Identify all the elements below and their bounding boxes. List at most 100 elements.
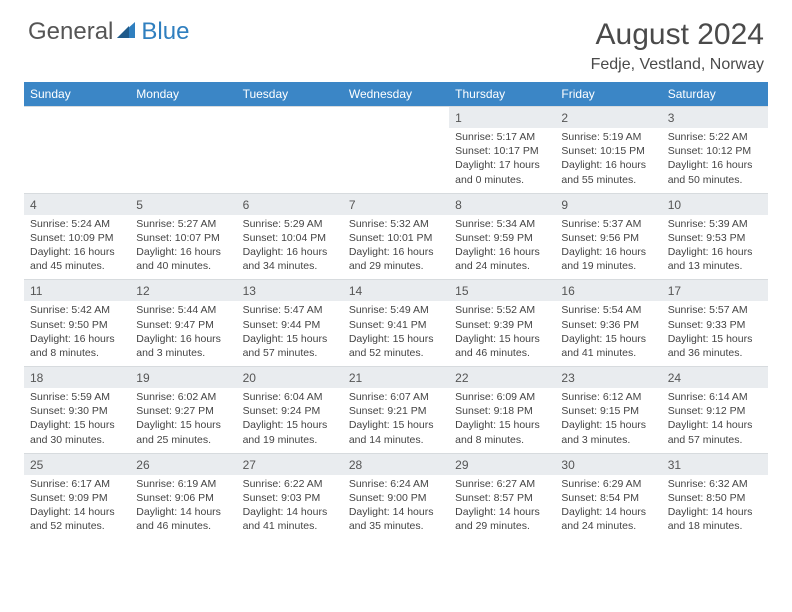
sunset: Sunset: 9:15 PM bbox=[561, 404, 655, 418]
day-content: Sunrise: 6:32 AMSunset: 8:50 PMDaylight:… bbox=[662, 475, 768, 540]
daylight-line1: Daylight: 16 hours bbox=[349, 245, 443, 259]
daylight-line2: and 55 minutes. bbox=[561, 173, 655, 187]
daylight-line1: Daylight: 14 hours bbox=[668, 505, 762, 519]
sunrise: Sunrise: 6:27 AM bbox=[455, 477, 549, 491]
sunset: Sunset: 9:36 PM bbox=[561, 318, 655, 332]
sunrise: Sunrise: 5:32 AM bbox=[349, 217, 443, 231]
sunset: Sunset: 10:07 PM bbox=[136, 231, 230, 245]
day-number: 12 bbox=[130, 279, 236, 301]
day-number-row: 25262728293031 bbox=[24, 453, 768, 475]
sunset: Sunset: 9:47 PM bbox=[136, 318, 230, 332]
month-year: August 2024 bbox=[591, 18, 764, 52]
day-number: 9 bbox=[555, 193, 661, 215]
daylight-line1: Daylight: 16 hours bbox=[243, 245, 337, 259]
sunset: Sunset: 8:50 PM bbox=[668, 491, 762, 505]
logo-text-blue: Blue bbox=[141, 18, 189, 46]
sunset: Sunset: 9:53 PM bbox=[668, 231, 762, 245]
sunset: Sunset: 9:21 PM bbox=[349, 404, 443, 418]
day-content bbox=[130, 128, 236, 193]
day-number: 15 bbox=[449, 279, 555, 301]
day-content: Sunrise: 5:57 AMSunset: 9:33 PMDaylight:… bbox=[662, 301, 768, 366]
daylight-line2: and 0 minutes. bbox=[455, 173, 549, 187]
sunset: Sunset: 10:04 PM bbox=[243, 231, 337, 245]
sunrise: Sunrise: 6:29 AM bbox=[561, 477, 655, 491]
day-content: Sunrise: 5:19 AMSunset: 10:15 PMDaylight… bbox=[555, 128, 661, 193]
daylight-line2: and 29 minutes. bbox=[455, 519, 549, 533]
sunrise: Sunrise: 5:19 AM bbox=[561, 130, 655, 144]
weekday-header: Monday bbox=[130, 82, 236, 106]
day-content: Sunrise: 6:19 AMSunset: 9:06 PMDaylight:… bbox=[130, 475, 236, 540]
sunset: Sunset: 8:57 PM bbox=[455, 491, 549, 505]
day-number bbox=[237, 106, 343, 128]
sunset: Sunset: 9:39 PM bbox=[455, 318, 549, 332]
daylight-line1: Daylight: 14 hours bbox=[668, 418, 762, 432]
day-content: Sunrise: 5:22 AMSunset: 10:12 PMDaylight… bbox=[662, 128, 768, 193]
day-number bbox=[343, 106, 449, 128]
day-number: 19 bbox=[130, 366, 236, 388]
daylight-line1: Daylight: 16 hours bbox=[561, 245, 655, 259]
day-number: 11 bbox=[24, 279, 130, 301]
daylight-line2: and 3 minutes. bbox=[561, 433, 655, 447]
logo: General Blue bbox=[28, 18, 189, 46]
sunset: Sunset: 9:09 PM bbox=[30, 491, 124, 505]
day-content: Sunrise: 5:49 AMSunset: 9:41 PMDaylight:… bbox=[343, 301, 449, 366]
sunset: Sunset: 8:54 PM bbox=[561, 491, 655, 505]
day-number: 10 bbox=[662, 193, 768, 215]
sunrise: Sunrise: 6:22 AM bbox=[243, 477, 337, 491]
day-content: Sunrise: 5:37 AMSunset: 9:56 PMDaylight:… bbox=[555, 215, 661, 280]
day-number-row: 45678910 bbox=[24, 193, 768, 215]
sunset: Sunset: 9:41 PM bbox=[349, 318, 443, 332]
daylight-line2: and 24 minutes. bbox=[455, 259, 549, 273]
day-number: 20 bbox=[237, 366, 343, 388]
day-content-row: Sunrise: 5:24 AMSunset: 10:09 PMDaylight… bbox=[24, 215, 768, 280]
daylight-line1: Daylight: 14 hours bbox=[243, 505, 337, 519]
logo-sail-icon bbox=[117, 20, 139, 45]
day-number: 23 bbox=[555, 366, 661, 388]
day-content: Sunrise: 5:54 AMSunset: 9:36 PMDaylight:… bbox=[555, 301, 661, 366]
day-content: Sunrise: 6:14 AMSunset: 9:12 PMDaylight:… bbox=[662, 388, 768, 453]
day-number: 24 bbox=[662, 366, 768, 388]
sunset: Sunset: 9:24 PM bbox=[243, 404, 337, 418]
day-number: 29 bbox=[449, 453, 555, 475]
daylight-line2: and 52 minutes. bbox=[349, 346, 443, 360]
day-content: Sunrise: 5:47 AMSunset: 9:44 PMDaylight:… bbox=[237, 301, 343, 366]
sunrise: Sunrise: 5:49 AM bbox=[349, 303, 443, 317]
day-number: 14 bbox=[343, 279, 449, 301]
sunrise: Sunrise: 5:24 AM bbox=[30, 217, 124, 231]
day-content bbox=[24, 128, 130, 193]
day-number: 3 bbox=[662, 106, 768, 128]
sunset: Sunset: 9:06 PM bbox=[136, 491, 230, 505]
sunset: Sunset: 10:12 PM bbox=[668, 144, 762, 158]
title-block: August 2024 Fedje, Vestland, Norway bbox=[591, 18, 764, 74]
location: Fedje, Vestland, Norway bbox=[591, 56, 764, 74]
calendar: SundayMondayTuesdayWednesdayThursdayFrid… bbox=[24, 82, 768, 539]
day-content: Sunrise: 5:24 AMSunset: 10:09 PMDaylight… bbox=[24, 215, 130, 280]
day-number: 28 bbox=[343, 453, 449, 475]
sunrise: Sunrise: 5:44 AM bbox=[136, 303, 230, 317]
day-content: Sunrise: 5:34 AMSunset: 9:59 PMDaylight:… bbox=[449, 215, 555, 280]
sunset: Sunset: 9:30 PM bbox=[30, 404, 124, 418]
sunset: Sunset: 10:17 PM bbox=[455, 144, 549, 158]
day-number: 4 bbox=[24, 193, 130, 215]
day-number: 1 bbox=[449, 106, 555, 128]
daylight-line1: Daylight: 16 hours bbox=[136, 332, 230, 346]
sunrise: Sunrise: 6:09 AM bbox=[455, 390, 549, 404]
sunrise: Sunrise: 5:39 AM bbox=[668, 217, 762, 231]
day-number: 18 bbox=[24, 366, 130, 388]
sunrise: Sunrise: 5:22 AM bbox=[668, 130, 762, 144]
day-content: Sunrise: 6:22 AMSunset: 9:03 PMDaylight:… bbox=[237, 475, 343, 540]
day-number: 26 bbox=[130, 453, 236, 475]
daylight-line1: Daylight: 16 hours bbox=[136, 245, 230, 259]
day-number: 8 bbox=[449, 193, 555, 215]
daylight-line1: Daylight: 15 hours bbox=[561, 332, 655, 346]
day-number: 6 bbox=[237, 193, 343, 215]
sunset: Sunset: 9:12 PM bbox=[668, 404, 762, 418]
daylight-line1: Daylight: 15 hours bbox=[455, 418, 549, 432]
sunrise: Sunrise: 6:32 AM bbox=[668, 477, 762, 491]
sunset: Sunset: 9:50 PM bbox=[30, 318, 124, 332]
day-content-row: Sunrise: 5:59 AMSunset: 9:30 PMDaylight:… bbox=[24, 388, 768, 453]
sunrise: Sunrise: 6:24 AM bbox=[349, 477, 443, 491]
sunrise: Sunrise: 5:52 AM bbox=[455, 303, 549, 317]
day-content: Sunrise: 5:29 AMSunset: 10:04 PMDaylight… bbox=[237, 215, 343, 280]
sunset: Sunset: 9:03 PM bbox=[243, 491, 337, 505]
